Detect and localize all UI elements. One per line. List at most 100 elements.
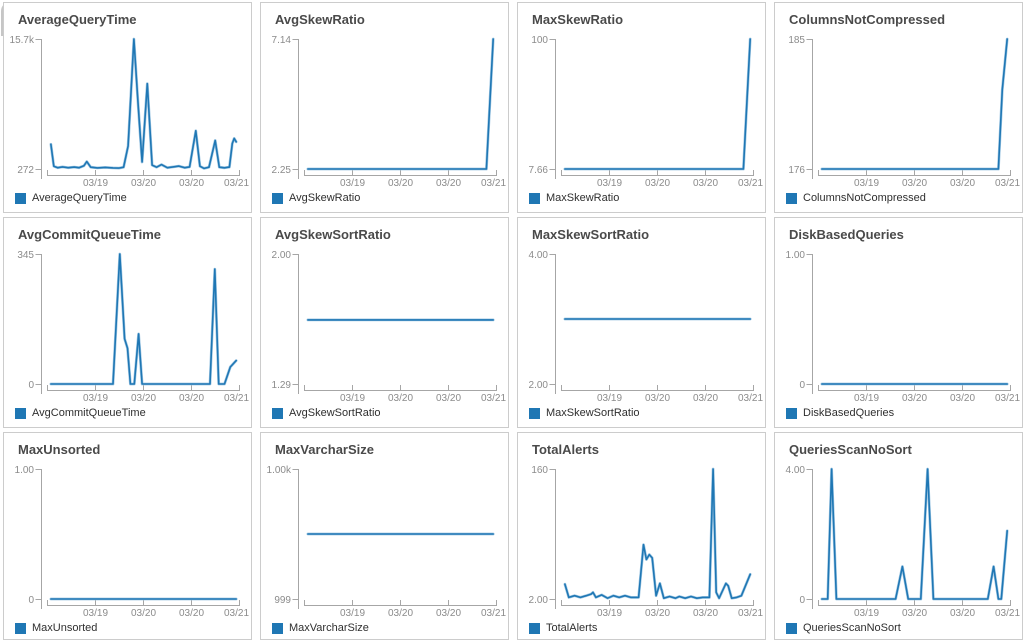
legend-swatch-icon: [15, 192, 26, 204]
x-axis-tick-label: 03/20: [436, 608, 461, 619]
chart-title: AverageQueryTime: [18, 12, 137, 27]
x-axis-tick-label: 03/20: [902, 178, 927, 189]
x-axis: [47, 600, 240, 606]
y-axis-max-label: 345: [17, 250, 34, 261]
legend-label: TotalAlerts: [546, 622, 598, 634]
legend-label: MaxVarcharSize: [289, 622, 369, 634]
x-axis-tick-label: 03/20: [950, 178, 975, 189]
chart-legend: TotalAlerts: [529, 622, 765, 634]
legend-label: AvgSkewSortRatio: [289, 407, 381, 419]
x-axis-tick-label: 03/20: [388, 393, 413, 404]
chart-title: DiskBasedQueries: [789, 227, 904, 242]
metric-line: [821, 468, 1008, 600]
y-axis-max-label: 1.00k: [267, 465, 292, 476]
x-axis-tick-label: 03/21: [481, 178, 506, 189]
metric-line-halo: [49, 252, 238, 386]
line-chart: 1.00 0 03/19 03/20 03/20 03/21: [15, 465, 250, 619]
x-axis-tick-label: 03/19: [340, 608, 365, 619]
chart-panel[interactable]: AvgSkewSortRatio 2.00 1.29 03/19 03/20 0…: [260, 217, 509, 428]
legend-label: AvgSkewRatio: [289, 192, 361, 204]
x-axis-tick-label: 03/21: [738, 178, 763, 189]
x-axis-tick-label: 03/19: [597, 178, 622, 189]
x-axis-tick-label: 03/21: [224, 393, 249, 404]
chart-panel[interactable]: MaxSkewRatio 100 7.66 03/19 03/20 03/20 …: [517, 2, 766, 213]
chart-panel[interactable]: QueriesScanNoSort 4.00 0 03/19 03/20 03/…: [774, 432, 1023, 640]
chart-panel[interactable]: MaxVarcharSize 1.00k 999 03/19 03/20 03/…: [260, 432, 509, 640]
chart-panel[interactable]: AvgCommitQueueTime 345 0 03/19 03/20 03/…: [3, 217, 252, 428]
line-chart: 160 2.00 03/19 03/20 03/20 03/21: [529, 465, 764, 619]
legend-label: ColumnsNotCompressed: [803, 192, 926, 204]
legend-label: DiskBasedQueries: [803, 407, 895, 419]
x-axis-tick-label: 03/20: [179, 178, 204, 189]
chart-title: AvgSkewSortRatio: [275, 227, 391, 242]
chart-title: ColumnsNotCompressed: [789, 12, 946, 27]
x-axis-tick-label: 03/20: [179, 608, 204, 619]
y-axis: [549, 39, 556, 179]
x-axis-tick-label: 03/19: [597, 393, 622, 404]
line-chart: 2.00 1.29 03/19 03/20 03/20 03/21: [272, 250, 507, 404]
y-axis: [35, 254, 42, 394]
chart-panel[interactable]: AverageQueryTime 15.7k 272 03/19 03/20 0…: [3, 2, 252, 213]
x-axis-tick-label: 03/21: [481, 608, 506, 619]
legend-swatch-icon: [15, 622, 26, 634]
legend-swatch-icon: [786, 192, 797, 204]
line-chart: 4.00 2.00 03/19 03/20 03/20 03/21: [529, 250, 764, 404]
x-axis-tick-label: 03/19: [854, 393, 879, 404]
x-axis-tick-label: 03/21: [738, 393, 763, 404]
x-axis-tick-label: 03/20: [693, 608, 718, 619]
x-axis-tick-label: 03/19: [83, 393, 108, 404]
x-axis: [561, 385, 754, 391]
y-axis-max-label: 1.00: [15, 465, 35, 476]
x-axis-tick-label: 03/20: [179, 393, 204, 404]
x-axis-tick-label: 03/21: [481, 393, 506, 404]
metric-line: [564, 38, 751, 170]
y-axis: [292, 39, 299, 179]
y-axis-max-label: 185: [788, 35, 805, 46]
chart-panel[interactable]: AvgSkewRatio 7.14 2.25 03/19 03/20 03/20…: [260, 2, 509, 213]
legend-label: AverageQueryTime: [32, 192, 127, 204]
x-axis-tick-label: 03/19: [597, 608, 622, 619]
dashboard-grid: AverageQueryTime 15.7k 272 03/19 03/20 0…: [3, 2, 1023, 640]
chart-panel[interactable]: DiskBasedQueries 1.00 0 03/19 03/20 03/2…: [774, 217, 1023, 428]
chart-panel[interactable]: ColumnsNotCompressed 185 176 03/19 03/20…: [774, 2, 1023, 213]
legend-swatch-icon: [272, 192, 283, 204]
y-axis: [292, 254, 299, 394]
x-axis-tick-label: 03/20: [645, 393, 670, 404]
line-chart: 1.00k 999 03/19 03/20 03/20 03/21: [267, 465, 507, 619]
y-axis: [806, 469, 813, 609]
metric-line: [821, 38, 1008, 170]
chart-panel[interactable]: TotalAlerts 160 2.00 03/19 03/20 03/20 0…: [517, 432, 766, 640]
metric-line: [50, 253, 237, 385]
chart-panel[interactable]: MaxSkewSortRatio 4.00 2.00 03/19 03/20 0…: [517, 217, 766, 428]
y-axis-min-label: 1.29: [272, 380, 292, 391]
x-axis-tick-label: 03/20: [645, 608, 670, 619]
x-axis: [304, 600, 497, 606]
chart-title: TotalAlerts: [532, 442, 599, 457]
chart-title: AvgSkewRatio: [275, 12, 365, 27]
x-axis-tick-label: 03/20: [388, 608, 413, 619]
y-axis-min-label: 2.25: [272, 165, 292, 176]
chart-title: AvgCommitQueueTime: [18, 227, 162, 242]
x-axis-tick-label: 03/19: [340, 393, 365, 404]
metric-line-halo: [306, 37, 495, 171]
y-axis-min-label: 2.00: [529, 380, 549, 391]
chart-legend: AvgCommitQueueTime: [15, 407, 251, 419]
x-axis-tick-label: 03/21: [995, 393, 1020, 404]
y-axis: [35, 469, 42, 609]
x-axis-tick-label: 03/20: [950, 608, 975, 619]
x-axis: [818, 385, 1011, 391]
chart-legend: DiskBasedQueries: [786, 407, 1022, 419]
chart-title: MaxSkewRatio: [532, 12, 624, 27]
chart-panel[interactable]: MaxUnsorted 1.00 0 03/19 03/20 03/20 03/…: [3, 432, 252, 640]
metric-line-halo: [563, 37, 752, 171]
y-axis: [292, 469, 299, 609]
metric-line: [50, 38, 237, 170]
line-chart: 7.14 2.25 03/19 03/20 03/20 03/21: [272, 35, 507, 189]
y-axis-min-label: 0: [799, 380, 805, 391]
y-axis-min-label: 0: [28, 595, 34, 606]
x-axis-tick-label: 03/21: [738, 608, 763, 619]
y-axis-max-label: 1.00: [786, 250, 806, 261]
chart-title: MaxVarcharSize: [275, 442, 375, 457]
x-axis-tick-label: 03/20: [693, 178, 718, 189]
x-axis-tick-label: 03/20: [950, 393, 975, 404]
